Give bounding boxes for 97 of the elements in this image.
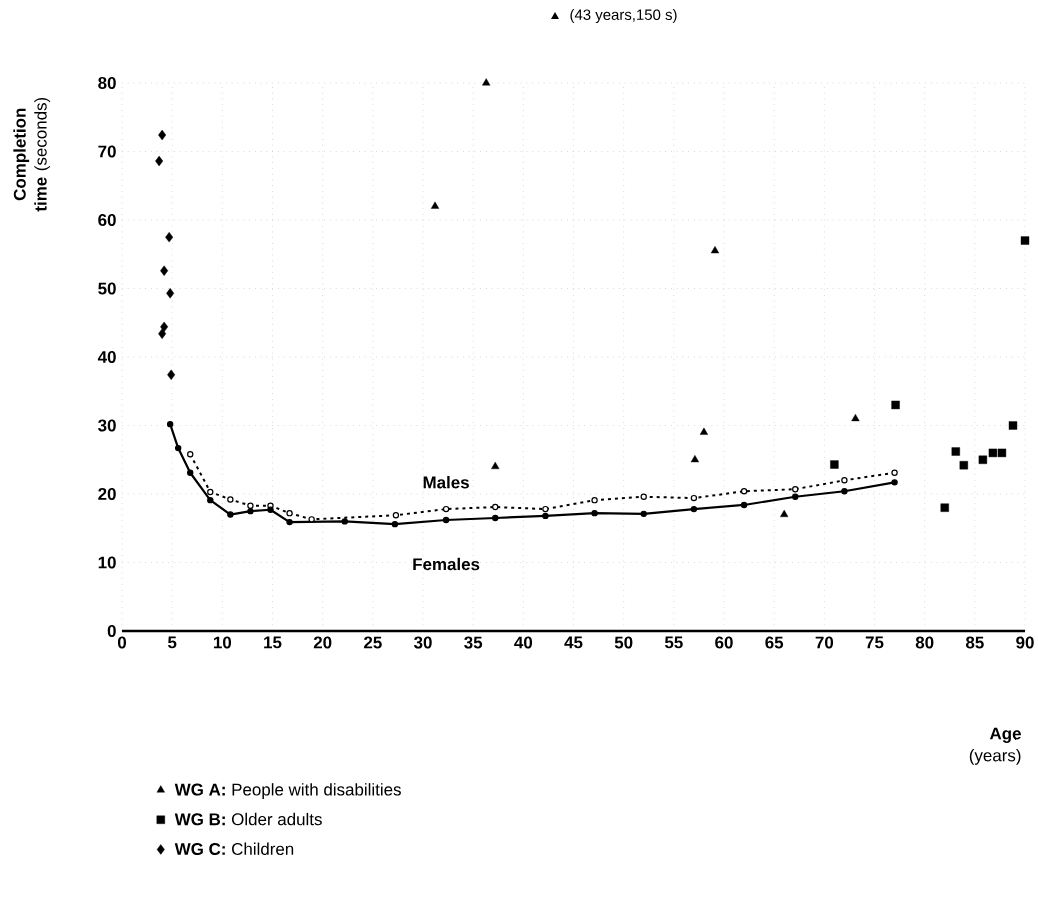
point [267,506,274,513]
x-tick-label: 60 [715,636,733,649]
point [341,518,348,525]
point [740,501,748,509]
point [830,460,839,469]
point [710,246,720,254]
x-tick-label: 20 [313,636,332,649]
point [165,231,174,243]
x-tick-label: 10 [213,636,232,649]
x-tick-label: 30 [413,636,432,649]
x-tick-label: 45 [564,636,583,649]
point [308,516,315,523]
point [841,488,848,495]
point [247,502,254,509]
point [699,427,709,435]
x-tick-label: 0 [117,636,127,649]
legend-label: WG C: Children [174,842,294,855]
point [740,488,748,495]
point [166,420,174,428]
x-tick-label: 85 [965,636,984,649]
x-tick-label: 5 [167,636,177,649]
point [430,201,440,209]
point [891,469,898,476]
x-axis-title: Age (years) [969,727,1021,765]
text: Females [413,557,480,571]
x-tick-label: 40 [514,636,533,649]
point [542,512,549,520]
y-tick-label: 10 [98,556,116,569]
point [640,510,647,518]
point [160,265,169,276]
point [492,514,499,522]
x-tick-label: 25 [364,636,382,649]
point [175,444,182,452]
point [207,488,214,496]
y-tick-label: 50 [98,282,116,295]
x-tick-label: 80 [915,636,934,649]
point [690,455,699,463]
y-tick-label: 80 [98,77,116,89]
point [286,509,293,517]
point [591,509,598,517]
point [988,448,998,458]
point [891,479,898,486]
y-tick-label: 40 [97,351,116,363]
point [959,461,968,470]
x-tick-label: 55 [664,636,683,649]
point [247,507,254,515]
point [166,288,175,299]
point [207,496,214,504]
point [690,505,698,513]
y-tick-label: 30 [98,419,116,432]
point [1008,421,1018,430]
x-tick-label: 15 [264,636,282,649]
point [158,328,167,339]
legend-label: WG A: People with disabilities [174,783,401,799]
point [780,509,789,517]
series-label: Males [423,475,469,489]
point [482,78,491,86]
point [978,455,988,464]
point [640,493,647,500]
point [491,461,500,470]
y-tick-label: 0 [107,625,116,637]
legend-label: WG B: Older adults [174,812,322,826]
point [792,493,799,500]
point [940,503,949,512]
point [187,469,194,476]
point [690,494,698,502]
text: (43 years,150 s) [570,9,677,23]
x-tick-label: 35 [464,636,483,649]
point [286,518,293,526]
point [891,400,900,410]
y-tick-label: 20 [98,488,116,500]
point [792,486,799,493]
x-tick-label: 70 [815,636,834,649]
y-tick-label: 60 [98,214,116,226]
point [841,477,848,484]
x-tick-label: 75 [865,636,884,649]
point [951,447,960,456]
point [1020,236,1030,245]
point [187,451,194,458]
point [997,448,1007,458]
point [591,496,598,504]
point [167,369,176,380]
x-tick-label: 65 [765,636,784,649]
point [442,505,450,513]
point [542,505,549,513]
x-tick-label: 90 [1016,636,1034,649]
x-tick-label: 50 [614,636,633,649]
point [851,413,860,422]
point [442,516,450,524]
point [158,129,167,141]
point [227,511,234,518]
point [392,512,400,519]
point [227,496,234,503]
y-tick-label: 70 [98,145,116,158]
point [492,503,499,511]
point [155,155,164,167]
point [391,520,399,528]
